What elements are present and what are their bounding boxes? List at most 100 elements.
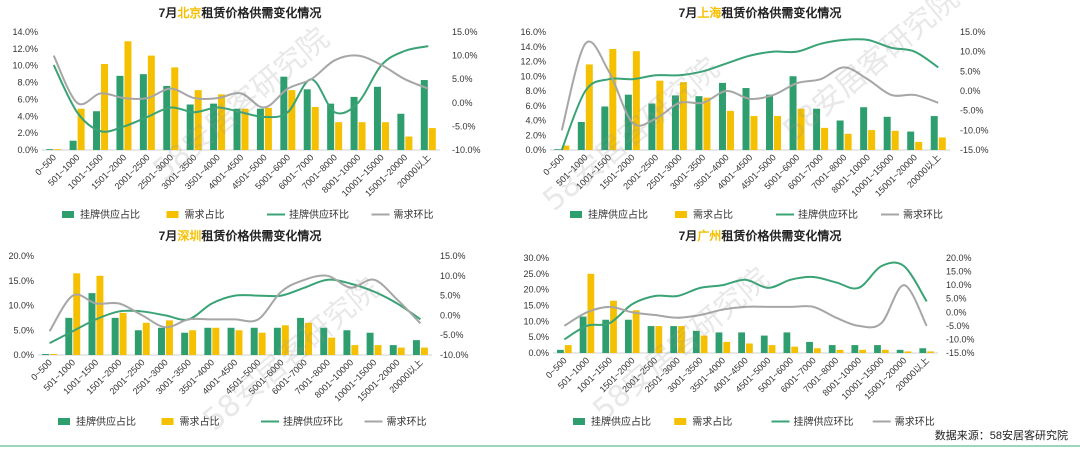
supply-bar (554, 149, 562, 150)
supply-bar (557, 349, 564, 353)
supply-bar (860, 107, 868, 150)
supply-bar (670, 326, 678, 353)
supply-mom-line (49, 278, 421, 345)
demand-bar (212, 327, 220, 355)
legend-label: 需求占比 (693, 208, 733, 221)
legend-swatch (573, 418, 585, 425)
legend-swatch (674, 418, 687, 425)
demand-bar (632, 310, 640, 353)
data-source: 数据来源：58安居客研究院 (934, 430, 1068, 442)
supply-bar (69, 140, 77, 150)
demand-bar (288, 90, 296, 150)
legend-label: 挂牌供应环比 (289, 208, 349, 221)
demand-bar (750, 116, 758, 150)
legend-label: 需求占比 (180, 415, 220, 428)
supply-bar (624, 94, 632, 150)
right-tick-label: -15.0% (960, 145, 989, 155)
supply-bar (766, 94, 774, 150)
supply-bar (204, 327, 212, 355)
right-tick-label: 0.0% (452, 98, 473, 108)
demand-bar (264, 107, 272, 150)
right-tick-label: 10.0% (960, 47, 986, 57)
supply-bar (896, 349, 904, 353)
demand-bar (655, 326, 663, 353)
demand-bar (609, 48, 617, 150)
demand-bar (101, 64, 109, 150)
right-tick-label: 0.0% (960, 86, 981, 96)
left-tick-label: 15.0% (523, 301, 549, 311)
demand-bar (610, 300, 617, 353)
demand-mom-line (52, 54, 429, 109)
supply-bar (692, 330, 700, 353)
supply-bar (273, 327, 281, 355)
right-tick-label: 5.0% (960, 66, 981, 76)
supply-bar (139, 74, 147, 150)
legend-label: 需求占比 (692, 415, 732, 428)
left-tick-label: 8.0% (17, 78, 38, 88)
right-tick-label: -5.0% (946, 321, 970, 331)
supply-bar (648, 103, 656, 150)
supply-mom-line (563, 261, 928, 341)
legend-swatch (570, 211, 582, 218)
demand-bar (119, 312, 127, 355)
left-tick-label: 4.0% (525, 116, 546, 126)
chart-title: 7月北京租赁价格供需变化情况 (159, 5, 322, 20)
title-suffix: 租赁价格供需变化情况 (201, 228, 321, 243)
demand-bar (774, 116, 782, 150)
supply-bar (389, 345, 397, 355)
supply-bar (181, 332, 189, 355)
demand-bar (768, 345, 776, 353)
demand-bar (904, 351, 912, 353)
demand-bar (405, 136, 413, 150)
left-tick-label: 30.0% (523, 253, 549, 263)
supply-bar (350, 96, 358, 150)
left-tick-label: 5.0% (13, 325, 34, 335)
supply-bar (579, 316, 587, 353)
right-tick-label: 10.0% (452, 51, 478, 61)
demand-bar (328, 337, 336, 355)
supply-bar (256, 108, 264, 150)
legend-label: 挂牌供应占比 (76, 415, 136, 428)
supply-bar (671, 95, 679, 150)
demand-bar (428, 128, 436, 150)
right-tick-label: 15.0% (946, 267, 972, 277)
demand-bar (54, 149, 62, 150)
demand-bar (868, 130, 876, 150)
left-tick-label: 10.0% (523, 316, 549, 326)
legend-label: 需求环比 (394, 209, 434, 221)
demand-bar (844, 133, 852, 150)
supply-bar (828, 345, 836, 353)
title-suffix: 租赁价格供需变化情况 (201, 5, 321, 20)
legend-swatch (675, 211, 687, 218)
supply-bar (695, 96, 703, 150)
right-tick-label: -10.0% (452, 145, 481, 155)
demand-bar (305, 322, 312, 355)
left-tick-label: 6.0% (17, 94, 38, 104)
title-prefix: 7月 (679, 6, 698, 20)
demand-bar (147, 55, 155, 150)
supply-bar (412, 340, 420, 355)
supply-bar (601, 106, 609, 150)
legend-label: 挂牌供应占比 (80, 208, 140, 221)
right-tick-label: -10.0% (440, 350, 469, 360)
demand-bar (891, 130, 899, 150)
supply-bar (227, 327, 235, 355)
left-tick-label: 5.0% (528, 332, 549, 342)
title-city: 广州 (697, 228, 721, 243)
demand-bar (791, 346, 799, 353)
chart-panel-3: 7月深圳租赁价格供需变化情况 0.0% 5.0% 10.0% 15.0% 20.0% -10… (8, 228, 468, 428)
demand-bar (723, 341, 731, 353)
demand-bar (859, 349, 867, 353)
right-tick-label: 15.0% (452, 27, 478, 37)
supply-bar (715, 332, 723, 353)
right-tick-label: -5.0% (452, 121, 476, 131)
demand-bar (585, 64, 593, 150)
title-city: 上海 (697, 5, 721, 20)
supply-bar (602, 319, 610, 353)
supply-bar (163, 85, 171, 150)
supply-bar (250, 327, 258, 355)
title-prefix: 7月 (159, 6, 178, 20)
legend-label: 挂牌供应占比 (591, 415, 651, 428)
supply-bar (647, 326, 655, 353)
left-tick-label: 8.0% (525, 86, 546, 96)
